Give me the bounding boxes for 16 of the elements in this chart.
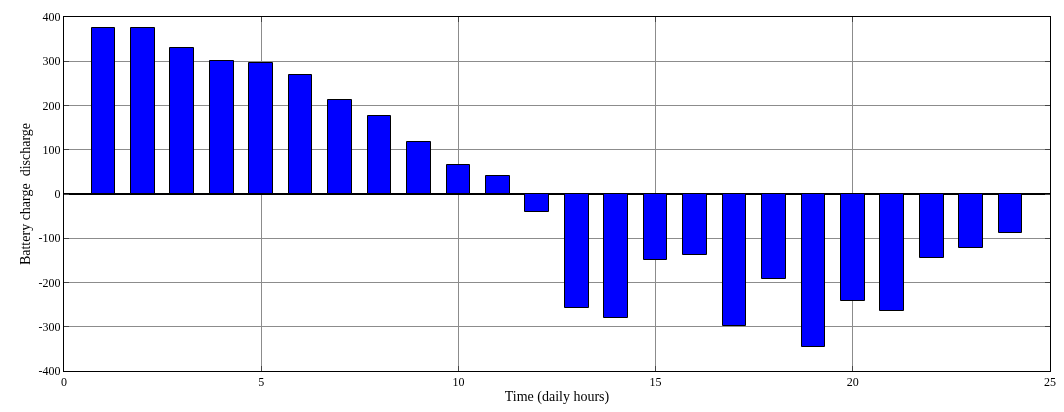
y-tick-label: -400	[38, 364, 61, 379]
x-tick-label: 20	[846, 375, 859, 390]
y-axis-title: Battery charge discharge	[18, 122, 34, 266]
y-tick-label: -200	[38, 275, 61, 290]
x-tick-label: 5	[258, 375, 265, 390]
x-tick-label: 10	[452, 375, 465, 390]
x-axis-title: Time (daily hours)	[504, 388, 610, 405]
x-tick-label: 15	[649, 375, 662, 390]
y-tick-label: 200	[42, 98, 61, 113]
y-tick-label: 0	[54, 187, 61, 202]
y-tick-label: -300	[38, 319, 61, 334]
y-tick-label: -100	[38, 231, 61, 246]
y-tick-label: 300	[42, 54, 61, 69]
y-tick-label: 400	[42, 10, 61, 25]
x-tick-label: 25	[1044, 375, 1056, 390]
y-tick-label: 100	[42, 142, 61, 157]
